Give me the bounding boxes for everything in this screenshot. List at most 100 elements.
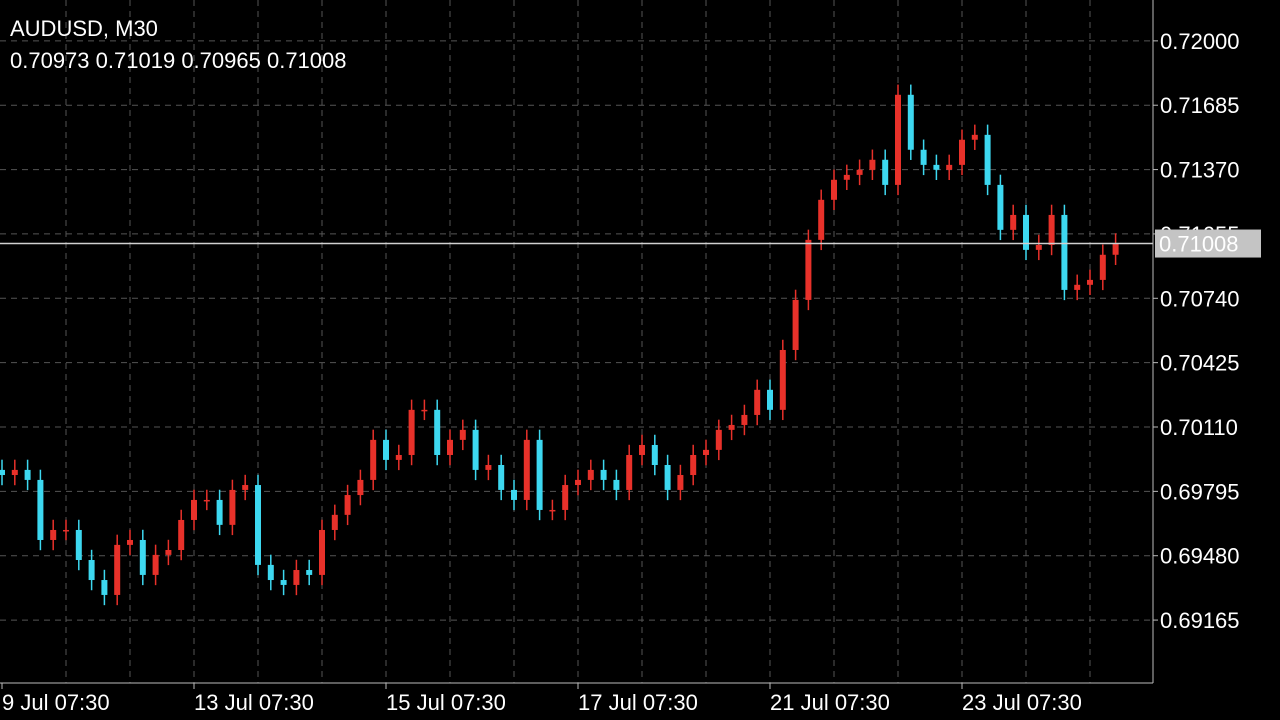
bar-body	[191, 499, 197, 520]
bar-body	[255, 485, 261, 565]
bar-body	[549, 509, 556, 512]
y-tick-label: 0.69480	[1160, 544, 1240, 569]
bar-body	[101, 580, 108, 595]
x-tick-label: 15 Jul 07:30	[386, 690, 506, 715]
bar-body	[1061, 214, 1068, 290]
bar-body	[127, 539, 133, 545]
bars	[0, 84, 1119, 606]
bar-body	[383, 439, 389, 460]
bar-body	[984, 134, 991, 185]
grid: 0.720000.716850.713700.710550.707400.704…	[0, 0, 1240, 715]
bar-body	[664, 465, 671, 490]
bar-body	[331, 514, 338, 530]
y-tick-label: 0.70110	[1160, 415, 1238, 440]
ohlc-open: 0.70973	[10, 48, 90, 73]
price-label-box	[1155, 229, 1261, 258]
bar-body	[152, 554, 159, 575]
bar-body	[63, 529, 69, 532]
y-tick-label: 0.71370	[1160, 158, 1240, 183]
bar-body	[626, 454, 633, 490]
bar-body	[920, 149, 927, 165]
bar-body	[165, 549, 172, 555]
ohlc-close: 0.71008	[267, 48, 347, 73]
bar-body	[357, 479, 364, 496]
bar-body	[587, 469, 594, 480]
bar-body	[242, 485, 249, 490]
price-label: 0.71008	[1159, 232, 1239, 257]
bar-body	[434, 409, 441, 455]
bar-body	[895, 94, 901, 185]
bar-body	[779, 349, 786, 410]
bar-body	[472, 429, 479, 470]
y-tick-label: 0.70425	[1160, 351, 1240, 376]
bar-body	[50, 529, 57, 540]
bar-body	[741, 414, 748, 425]
bar-body	[37, 479, 44, 540]
bar-body	[562, 485, 569, 510]
bar-body	[933, 164, 940, 170]
x-tick-label: 17 Jul 07:30	[578, 690, 698, 715]
bar-body	[575, 479, 581, 486]
bar-body	[1099, 254, 1106, 280]
bar-body	[395, 454, 402, 460]
bar-body	[639, 444, 645, 455]
bar-body	[946, 164, 953, 170]
bar-body	[0, 469, 5, 476]
bar-body	[1023, 214, 1029, 250]
bar-body	[24, 469, 31, 480]
bar-body	[728, 424, 735, 430]
bar-body	[536, 439, 543, 510]
bar-body	[370, 439, 377, 480]
bar-body	[1112, 243, 1119, 255]
y-tick-label: 0.69795	[1160, 479, 1240, 504]
bar-body	[114, 544, 121, 595]
bar-body	[216, 499, 223, 525]
bar-body	[523, 439, 530, 500]
bar-body	[280, 580, 287, 585]
bar-body	[767, 389, 773, 410]
bar-body	[805, 239, 812, 300]
x-tick-label: 13 Jul 07:30	[194, 690, 314, 715]
bar-body	[1035, 244, 1042, 250]
ohlc-low: 0.70965	[181, 48, 261, 73]
bar-body	[408, 409, 415, 455]
bar-body	[959, 139, 965, 165]
bar-body	[651, 444, 658, 466]
bar-body	[178, 519, 185, 550]
bar-body	[447, 439, 453, 455]
bar-body	[818, 199, 825, 240]
y-tick-label: 0.71685	[1160, 93, 1240, 118]
bar-body	[600, 469, 607, 480]
bar-body	[613, 479, 620, 490]
bar-body	[792, 299, 799, 350]
bar-body	[1010, 214, 1017, 230]
bar-body	[485, 465, 492, 470]
bar-body	[856, 169, 863, 175]
bar-body	[677, 475, 684, 490]
y-tick-label: 0.72000	[1160, 29, 1240, 54]
x-tick-label: 21 Jul 07:30	[770, 690, 890, 715]
bar-body	[306, 570, 313, 575]
bar-body	[88, 560, 95, 581]
ohlc-readout: 0.70973 0.71019 0.70965 0.71008	[10, 48, 347, 73]
symbol-title: AUDUSD, M30	[10, 16, 158, 41]
bar-body	[511, 489, 517, 500]
overlay: 0.71008	[0, 229, 1261, 258]
x-tick-label: 23 Jul 07:30	[962, 690, 1082, 715]
bar-body	[11, 469, 18, 476]
bar-body	[869, 159, 876, 170]
bar-body	[971, 134, 978, 140]
bar-body	[75, 529, 82, 561]
bar-body	[267, 564, 274, 581]
y-tick-label: 0.70740	[1160, 286, 1240, 311]
bar-body	[319, 529, 325, 575]
bar-body	[203, 499, 210, 502]
bar-body	[498, 465, 505, 490]
bar-body	[421, 409, 428, 412]
bar-body	[459, 429, 466, 440]
bar-body	[882, 159, 889, 185]
bar-body	[1048, 214, 1055, 245]
bar-body	[715, 429, 722, 450]
